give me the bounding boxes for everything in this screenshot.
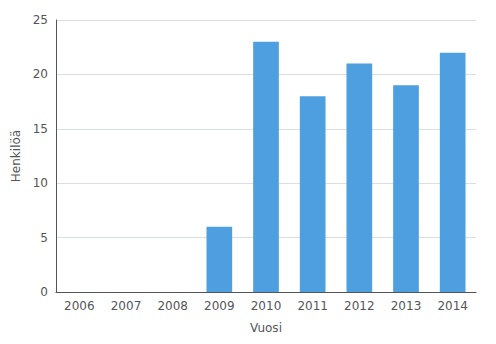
svg-text:2007: 2007 (111, 299, 142, 313)
svg-text:2010: 2010 (251, 299, 282, 313)
svg-text:10: 10 (33, 176, 48, 190)
svg-text:Vuosi: Vuosi (250, 321, 282, 335)
svg-text:0: 0 (40, 285, 48, 299)
svg-text:2009: 2009 (204, 299, 235, 313)
svg-text:20: 20 (33, 67, 48, 81)
svg-text:5: 5 (40, 231, 48, 245)
svg-text:25: 25 (33, 13, 48, 27)
svg-text:15: 15 (33, 122, 48, 136)
svg-text:2011: 2011 (297, 299, 328, 313)
svg-text:2006: 2006 (64, 299, 95, 313)
svg-text:2013: 2013 (391, 299, 422, 313)
svg-text:2014: 2014 (437, 299, 468, 313)
svg-text:2008: 2008 (157, 299, 188, 313)
svg-text:2012: 2012 (344, 299, 375, 313)
svg-text:Henkilöä: Henkilöä (9, 130, 23, 182)
